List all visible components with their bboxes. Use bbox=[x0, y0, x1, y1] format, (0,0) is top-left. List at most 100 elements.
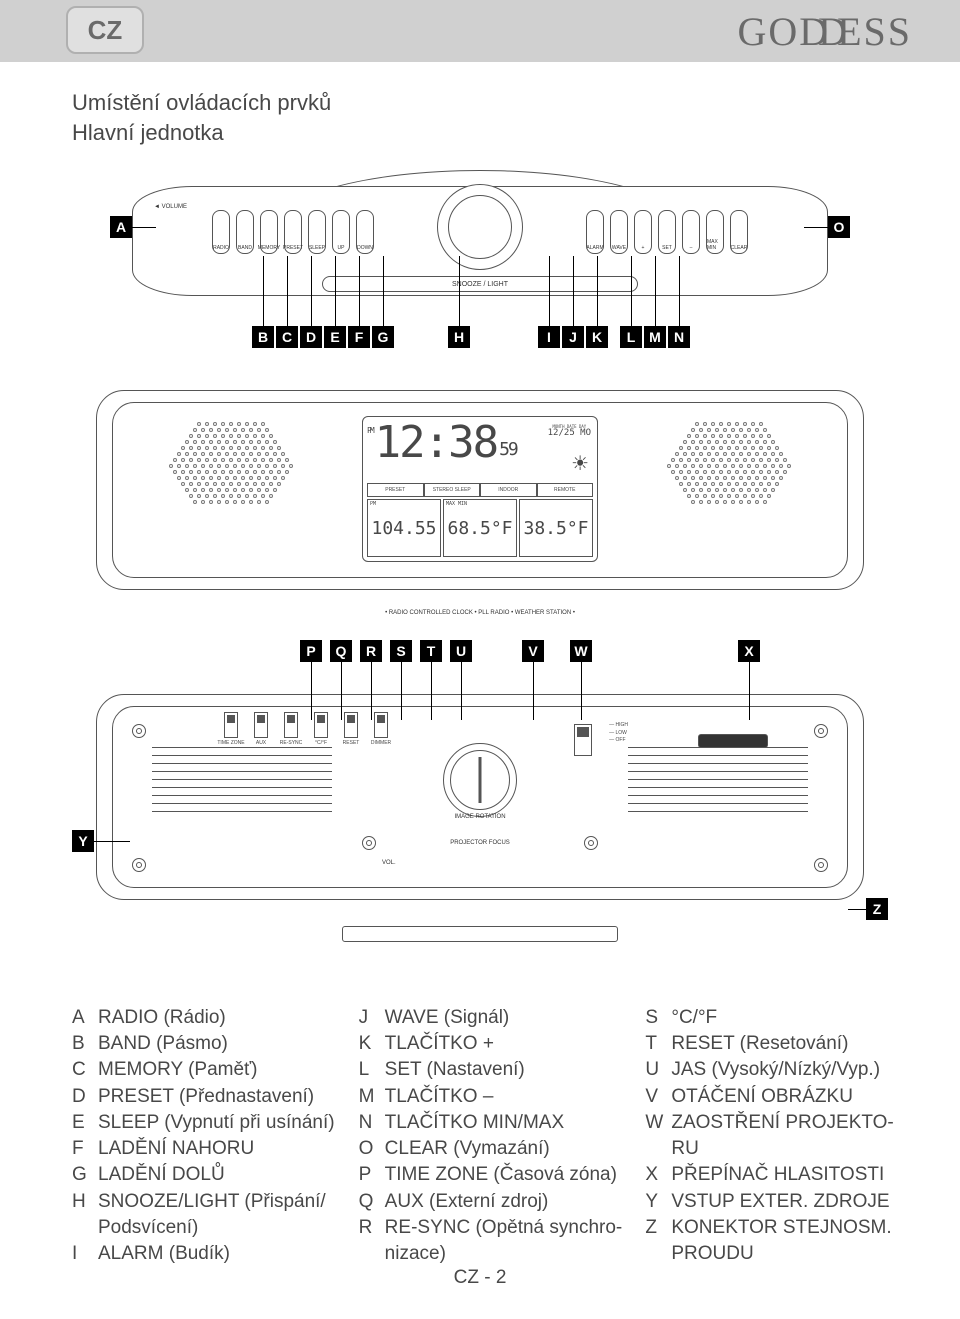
lang-tab: CZ bbox=[66, 6, 144, 54]
legend-key: J bbox=[359, 1005, 385, 1031]
legend-text: KONEKTOR STEJNOSM. bbox=[671, 1215, 891, 1241]
rear-switch bbox=[314, 712, 328, 738]
screw-icon bbox=[584, 836, 598, 850]
legend-key: L bbox=[359, 1057, 385, 1083]
legend-key: E bbox=[72, 1110, 98, 1136]
section-line1: Umístění ovládacích prvků bbox=[72, 88, 331, 118]
lcd-freq: PM104.55 bbox=[367, 499, 441, 557]
top-buttons-right: ALARMWAVE+SET–MAX MINCLEAR bbox=[586, 210, 748, 260]
legend-text: VSTUP EXTER. ZDROJE bbox=[671, 1189, 889, 1215]
legend-key: Z bbox=[645, 1215, 671, 1241]
legend-text: Podsvícení) bbox=[72, 1215, 339, 1241]
device-button: CLEAR bbox=[730, 210, 748, 254]
label-Z: Z bbox=[866, 898, 888, 920]
label-H: H bbox=[448, 326, 470, 348]
legend-key: C bbox=[72, 1057, 98, 1083]
screw-icon bbox=[814, 724, 828, 738]
rear-switch bbox=[224, 712, 238, 738]
label-C: C bbox=[276, 326, 298, 348]
legend-text: BAND (Pásmo) bbox=[98, 1031, 228, 1057]
rear-switches: TIME ZONEAUXRE-SYNC°C/°FRESETDIMMER bbox=[224, 712, 388, 738]
legend-key: D bbox=[72, 1084, 98, 1110]
screw-icon bbox=[362, 836, 376, 850]
label-K: K bbox=[586, 326, 608, 348]
page-footer: CZ - 2 bbox=[0, 1267, 960, 1289]
legend-key: X bbox=[645, 1162, 671, 1188]
legend-key: U bbox=[645, 1057, 671, 1083]
rear-dial bbox=[450, 750, 510, 810]
device-button: BAND bbox=[236, 210, 254, 254]
legend-text: LADĚNÍ DOLŮ bbox=[98, 1162, 225, 1188]
legend-text: TIME ZONE (Časová zóna) bbox=[385, 1162, 617, 1188]
legend-text: °C/°F bbox=[671, 1005, 717, 1031]
legend-key: G bbox=[72, 1162, 98, 1188]
legend-key: K bbox=[359, 1031, 385, 1057]
legend-key: V bbox=[645, 1084, 671, 1110]
legend-text: TLAČÍTKO + bbox=[385, 1031, 494, 1057]
vent-left bbox=[152, 740, 332, 819]
label-Q: Q bbox=[330, 640, 352, 662]
device-button: MEMORY bbox=[260, 210, 278, 254]
legend-col-1: ARADIO (Rádio)BBAND (Pásmo)CMEMORY (Pamě… bbox=[72, 1005, 339, 1267]
front-caption: • RADIO CONTROLLED CLOCK • PLL RADIO • W… bbox=[72, 610, 888, 616]
legend-text: ZAOSTŘENÍ PROJEKTO- bbox=[671, 1110, 893, 1136]
label-T: T bbox=[420, 640, 442, 662]
device-button: RADIO bbox=[212, 210, 230, 254]
legend-col-3: S°C/°FTRESET (Resetování)UJAS (Vysoký/Ní… bbox=[645, 1005, 912, 1267]
legend-text: WAVE (Signál) bbox=[385, 1005, 510, 1031]
legend-text: PRESET (Přednastavení) bbox=[98, 1084, 314, 1110]
device-button: – bbox=[682, 210, 700, 254]
rear-switch bbox=[284, 712, 298, 738]
rear-switch bbox=[344, 712, 358, 738]
brand-logo: GODDESS bbox=[738, 8, 913, 55]
legend-key: T bbox=[645, 1031, 671, 1057]
device-button: DOWN bbox=[356, 210, 374, 254]
legend-key: F bbox=[72, 1136, 98, 1162]
legend: ARADIO (Rádio)BBAND (Pásmo)CMEMORY (Pamě… bbox=[72, 1005, 912, 1267]
label-D: D bbox=[300, 326, 322, 348]
legend-text: LADĚNÍ NAHORU bbox=[98, 1136, 254, 1162]
top-banner: CZ GODDESS bbox=[0, 0, 960, 62]
legend-text: PŘEPÍNAČ HLASITOSTI bbox=[671, 1162, 884, 1188]
legend-key: I bbox=[72, 1241, 98, 1267]
legend-key: A bbox=[72, 1005, 98, 1031]
diagram-rear-view: IMAGE ROTATION PROJECTOR FOCUS VOL. TIME… bbox=[72, 640, 888, 950]
diagrams: SNOOZE / LIGHT ◄ VOLUME RADIOBANDMEMORYP… bbox=[72, 160, 888, 950]
screw-icon bbox=[132, 858, 146, 872]
label-F: F bbox=[348, 326, 370, 348]
legend-text: AUX (Externí zdroj) bbox=[385, 1189, 549, 1215]
legend-key: O bbox=[359, 1136, 385, 1162]
section-line2: Hlavní jednotka bbox=[72, 118, 331, 148]
legend-text: CLEAR (Vymazání) bbox=[385, 1136, 550, 1162]
legend-text: SNOOZE/LIGHT (Přispání/ bbox=[98, 1189, 326, 1215]
projector-focus-label: PROJECTOR FOCUS bbox=[450, 840, 510, 846]
diagram-top-view: SNOOZE / LIGHT ◄ VOLUME RADIOBANDMEMORYP… bbox=[72, 160, 888, 360]
label-I: I bbox=[538, 326, 560, 348]
label-S: S bbox=[390, 640, 412, 662]
legend-text: RADIO (Rádio) bbox=[98, 1005, 226, 1031]
rear-slot bbox=[698, 734, 768, 748]
screw-icon bbox=[814, 858, 828, 872]
legend-text: RU bbox=[645, 1136, 912, 1162]
device-button: + bbox=[634, 210, 652, 254]
weather-icon: ☀ bbox=[571, 451, 589, 476]
image-rotation-label: IMAGE ROTATION bbox=[454, 814, 505, 820]
legend-text: PROUDU bbox=[645, 1241, 912, 1267]
legend-key: M bbox=[359, 1084, 385, 1110]
legend-text: SLEEP (Vypnutí při usínání) bbox=[98, 1110, 335, 1136]
legend-key: W bbox=[645, 1110, 671, 1136]
diagram-front-view: PM 12:38 59 MONTH DATE DAY 12/25 MO ☀ PR… bbox=[72, 380, 888, 620]
legend-key: R bbox=[359, 1215, 385, 1241]
lcd-temp-in: MAX MIN68.5°F bbox=[443, 499, 517, 557]
legend-key: Y bbox=[645, 1189, 671, 1215]
device-button: SET bbox=[658, 210, 676, 254]
dimmer-labels: — HIGH— LOW— OFF bbox=[609, 722, 628, 745]
legend-key: N bbox=[359, 1110, 385, 1136]
device-button: MAX MIN bbox=[706, 210, 724, 254]
legend-col-2: JWAVE (Signál)KTLAČÍTKO +LSET (Nastavení… bbox=[359, 1005, 626, 1267]
legend-text: SET (Nastavení) bbox=[385, 1057, 525, 1083]
device-button: ALARM bbox=[586, 210, 604, 254]
label-U: U bbox=[450, 640, 472, 662]
vent-right bbox=[628, 740, 808, 819]
legend-text: TLAČÍTKO MIN/MAX bbox=[385, 1110, 564, 1136]
